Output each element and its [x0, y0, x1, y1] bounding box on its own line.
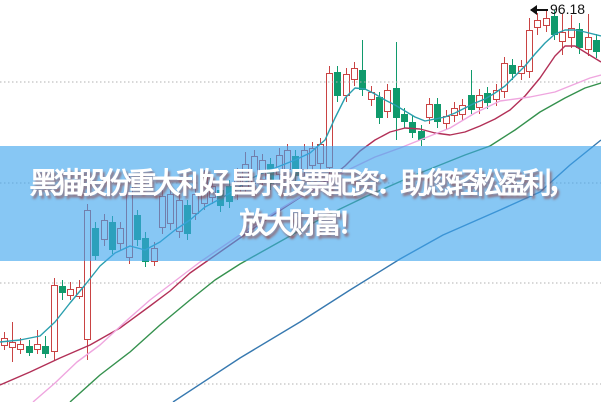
candle-body — [343, 74, 350, 96]
candle-body — [534, 20, 541, 28]
candle-body — [409, 122, 416, 133]
candle-wick — [471, 70, 472, 114]
promo-line-1: 黑猫股份重大利好 昌乐股票配资：助您轻松盈利， — [29, 167, 576, 200]
candle-body — [585, 37, 592, 50]
candle-wick — [588, 14, 589, 56]
candle-body — [17, 344, 24, 350]
candle-body — [576, 29, 583, 48]
candle-body — [67, 289, 74, 296]
candle-body — [501, 63, 508, 92]
candle-body — [393, 88, 400, 118]
candle-body — [351, 68, 358, 80]
candle-body — [434, 104, 441, 122]
price-label: 96.18 — [550, 1, 586, 17]
candle-body — [509, 65, 516, 74]
candle-body — [334, 72, 341, 96]
candle-body — [568, 28, 575, 38]
candle-body — [359, 70, 366, 90]
candle-body — [493, 90, 500, 100]
candle-wick — [37, 330, 38, 354]
candle-body — [559, 32, 566, 42]
ma-mid-crimson — [0, 45, 601, 386]
candle-body — [59, 286, 66, 293]
candle-body — [42, 346, 49, 354]
candle-body — [9, 342, 16, 348]
candle-body — [426, 104, 433, 118]
candle-body — [34, 344, 41, 350]
promo-line-2: 放大财富！ — [239, 207, 366, 240]
candle-body — [526, 30, 533, 72]
candle-body — [26, 346, 33, 353]
left-arrow-icon — [530, 5, 548, 15]
price-marker: 96.18 — [527, 1, 585, 17]
promo-banner: 黑猫股份重大利好 昌乐股票配资：助您轻松盈利， 放大财富！ — [0, 146, 601, 261]
candle-body — [593, 40, 600, 52]
candle-wick — [362, 40, 363, 96]
candle-body — [401, 114, 408, 122]
candle-body — [543, 18, 550, 26]
